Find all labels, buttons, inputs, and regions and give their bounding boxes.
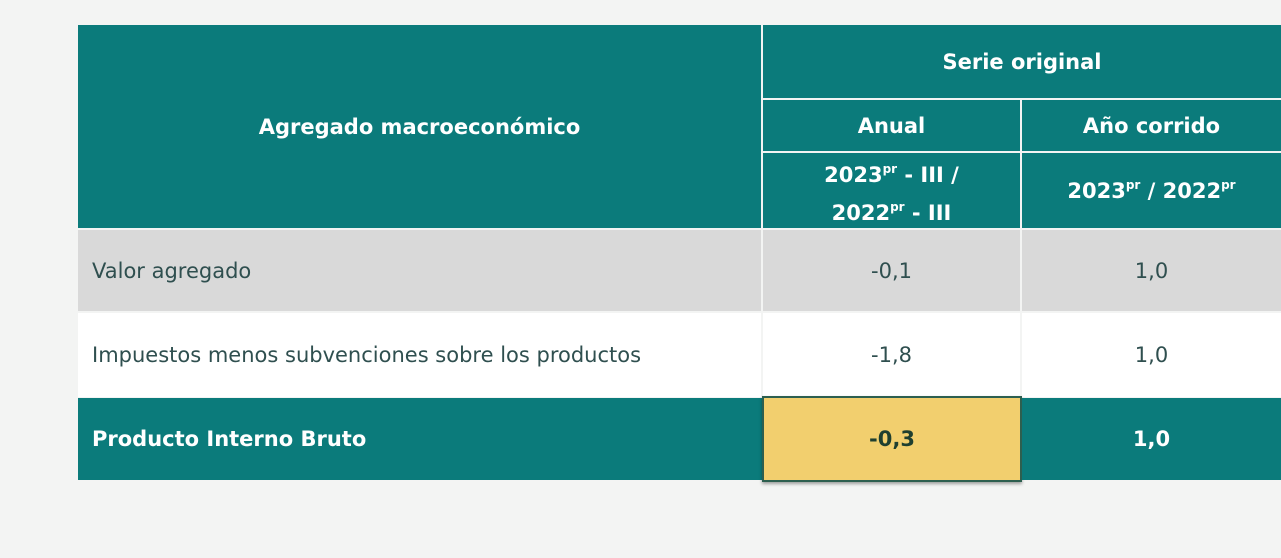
period-header: 2023pr - III / 2022pr - III (763, 153, 1020, 228)
text: - III / (897, 162, 959, 187)
cell: 1,0 (1022, 398, 1281, 480)
text: / 2022 (1140, 179, 1222, 203)
cell: -1,8 (763, 313, 1020, 397)
header-title: Agregado macroeconómico (78, 25, 761, 228)
highlight-cell: -0,3 (762, 396, 1022, 482)
cell: 1,0 (1022, 313, 1281, 397)
cell: -0,1 (763, 230, 1020, 311)
column-header: Anual (763, 100, 1020, 151)
column-header: Año corrido (1022, 100, 1281, 151)
row-label: Impuestos menos subvenciones sobre los p… (78, 313, 761, 397)
sup: pr (1221, 178, 1236, 192)
header-group: Serie original (763, 25, 1281, 98)
text: - III (904, 200, 952, 225)
period-text: 2023pr - III / 2022pr - III (824, 153, 959, 229)
row-label: Valor agregado (78, 230, 761, 311)
text: 2022 (831, 200, 891, 225)
sup: pr (1125, 178, 1141, 192)
period-text: 2023pr / 2022pr (1067, 178, 1235, 203)
text: 2023 (824, 162, 883, 187)
period-header: 2023pr / 2022pr (1022, 153, 1281, 228)
text: 2023 (1067, 179, 1126, 203)
cell: 1,0 (1022, 230, 1281, 311)
sup: pr (882, 161, 898, 176)
sup: pr (890, 199, 905, 214)
